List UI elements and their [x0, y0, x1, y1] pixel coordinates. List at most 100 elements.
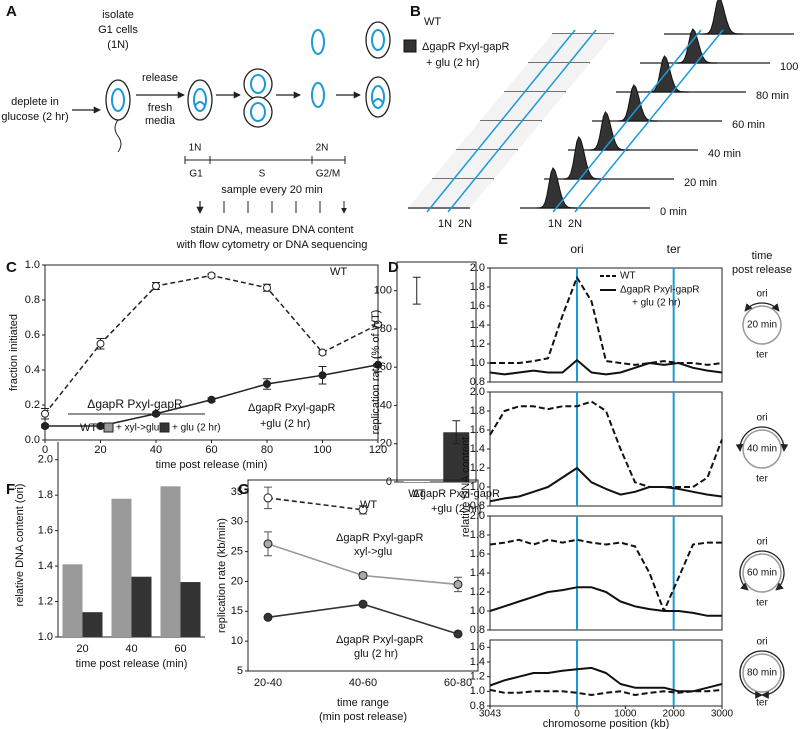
- profile-line: [489, 400, 723, 488]
- y-tick-label: 1.4: [470, 567, 485, 579]
- circle-label: ori: [756, 537, 767, 548]
- circle-label: ori: [756, 289, 767, 300]
- x-tick-label: 60-80: [444, 677, 472, 689]
- point: [96, 422, 105, 430]
- legend-swatch: [403, 39, 417, 53]
- point: [263, 612, 273, 622]
- y-tick-label: 10: [231, 635, 243, 647]
- profile-line: [490, 276, 723, 366]
- y-tick-label: 1.2: [470, 462, 485, 474]
- label: stain DNA, measure DNA content: [190, 224, 353, 236]
- replication-arc: [761, 302, 780, 312]
- x-tick-label: 120: [369, 444, 387, 456]
- y-tick-label: 2.0: [470, 262, 485, 274]
- time-label: 20 min: [684, 177, 717, 189]
- label: isolate: [102, 9, 134, 21]
- ploidy-label: 1N: [438, 218, 452, 230]
- axes-frame: [396, 261, 477, 483]
- histogram-plane: [456, 121, 542, 150]
- histogram: [676, 28, 717, 64]
- circle-label: ter: [756, 698, 768, 709]
- bar: [111, 498, 132, 637]
- point: [263, 493, 273, 503]
- histogram: [702, 0, 743, 35]
- x-tick-label: ΔgapR Pxyl-gapR: [413, 488, 500, 500]
- x-tick-label: 40: [125, 643, 137, 655]
- chromosome: [250, 74, 266, 94]
- time-label: 80 min: [756, 90, 789, 102]
- y-tick-label: 100: [374, 285, 392, 297]
- y-tick-label: 20: [231, 575, 243, 587]
- bar: [403, 290, 430, 482]
- histogram: [562, 135, 603, 180]
- x-tick-label: 2000: [663, 709, 686, 720]
- bar: [160, 486, 181, 637]
- y-tick-label: 80: [380, 323, 392, 335]
- panel-label: B: [410, 3, 421, 20]
- histogram-plane: [408, 179, 494, 208]
- sample-arrows: [199, 201, 344, 213]
- series-line: [45, 364, 379, 427]
- y-tick-label: 1.6: [470, 548, 485, 560]
- chromosome: [250, 102, 266, 122]
- y-tick-label: 1.6: [470, 641, 485, 653]
- panel-label: E: [498, 231, 508, 248]
- x-tick-label: 20: [76, 643, 88, 655]
- ploidy-guide: [426, 29, 576, 213]
- axes-frame: [247, 479, 479, 672]
- y-tick-label: 0.8: [25, 294, 40, 306]
- label: deplete in: [11, 96, 59, 108]
- series-line: [44, 274, 379, 415]
- x-tick-label: 20: [94, 444, 106, 456]
- point: [374, 360, 382, 369]
- point: [207, 271, 216, 280]
- y-tick-label: 0.8: [470, 700, 485, 712]
- series-label: xyl->glu: [354, 546, 392, 558]
- point: [96, 339, 105, 348]
- x-tick-label: 40: [150, 444, 162, 456]
- annotation: ter: [667, 242, 681, 256]
- cell: [187, 79, 213, 121]
- panel-a: deplete in glucose (2 hr) isolate G1 cel…: [1, 9, 391, 251]
- y-tick-label: 1.0: [25, 259, 40, 271]
- y-tick-label: 0.8: [470, 500, 485, 512]
- time-label: 100 min: [780, 61, 800, 73]
- axis-label: chromosome position (kb): [543, 718, 670, 729]
- y-tick-label: 1.6: [470, 424, 485, 436]
- label: G2/M: [316, 169, 340, 180]
- chromosome-circle: [742, 305, 782, 345]
- y-tick-label: 1.4: [470, 443, 485, 455]
- panel-label: F: [6, 481, 15, 498]
- y-tick-label: 20: [380, 438, 392, 450]
- panel-label: C: [6, 259, 17, 276]
- x-tick-label: 0: [574, 709, 580, 720]
- error-bar: [412, 276, 421, 305]
- y-tick-label: 1.8: [470, 405, 485, 417]
- circle-label: ter: [756, 474, 768, 485]
- ploidy-label: 2N: [568, 218, 582, 230]
- replication-arc: [761, 550, 785, 591]
- cell: [365, 21, 391, 59]
- x-tick-label: 0: [42, 444, 48, 456]
- x-tick-label: 3043: [479, 709, 502, 720]
- y-tick-label: 1.8: [470, 529, 485, 541]
- point: [358, 599, 368, 609]
- series-label: ΔgapR Pxyl-gapR: [336, 634, 423, 646]
- histogram-plane: [504, 63, 590, 92]
- x-tick-label: 60: [205, 444, 217, 456]
- y-tick-label: 35: [231, 486, 243, 498]
- chromosome: [371, 85, 385, 109]
- timeline-ticks: [184, 156, 346, 164]
- y-tick-label: 0.4: [25, 364, 40, 376]
- label: media: [145, 115, 176, 127]
- point: [41, 422, 49, 430]
- legend-label: + glu (2 hr): [632, 298, 681, 309]
- axis-label: time post release (min): [156, 459, 268, 471]
- time-label: 60 min: [747, 568, 777, 579]
- x-tick-label: 80: [261, 444, 273, 456]
- x-tick-label: 60: [174, 643, 186, 655]
- circle-label: ori: [756, 637, 767, 648]
- point: [358, 571, 368, 580]
- chromosome: [311, 82, 325, 108]
- series-label: WT: [360, 499, 377, 511]
